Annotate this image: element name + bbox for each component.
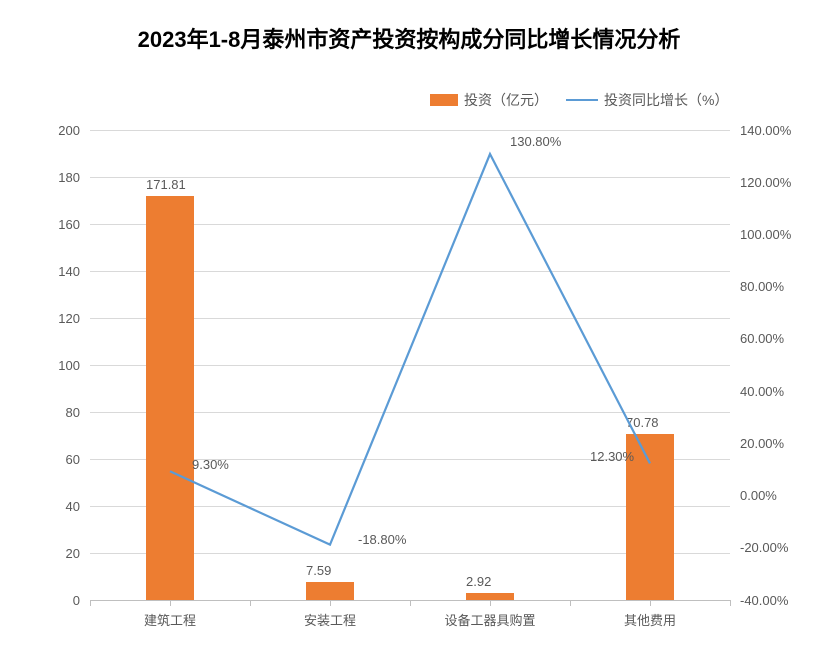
x-tick-mark [410, 600, 411, 606]
x-category-label: 设备工器具购置 [444, 610, 535, 629]
y-right-tick-label: 20.00% [740, 436, 784, 451]
line-path [170, 154, 650, 545]
y-right-tick-label: -40.00% [740, 593, 788, 608]
legend-swatch-bar [430, 94, 458, 106]
line-value-label: 130.80% [510, 134, 561, 149]
y-left-tick-label: 40 [0, 499, 80, 514]
chart-title: 2023年1-8月泰州市资产投资按构成分同比增长情况分析 [0, 22, 818, 54]
chart-container: 2023年1-8月泰州市资产投资按构成分同比增长情况分析 投资（亿元） 投资同比增… [0, 0, 818, 649]
line-value-label: 12.30% [590, 449, 634, 464]
y-right-tick-label: 40.00% [740, 384, 784, 399]
y-left-tick-label: 200 [0, 123, 80, 138]
legend-label: 投资同比增长（%） [604, 90, 728, 110]
x-tick-mark [330, 600, 331, 606]
y-right-tick-label: 80.00% [740, 279, 784, 294]
legend-item-bar: 投资（亿元） [430, 90, 548, 110]
line-value-label: 9.30% [192, 457, 229, 472]
x-tick-mark [250, 600, 251, 606]
y-left-tick-label: 60 [0, 452, 80, 467]
y-right-tick-label: 0.00% [740, 488, 777, 503]
x-tick-mark [170, 600, 171, 606]
legend-label: 投资（亿元） [464, 90, 548, 110]
y-left-tick-label: 100 [0, 358, 80, 373]
y-right-tick-label: 60.00% [740, 331, 784, 346]
legend-item-line: 投资同比增长（%） [566, 90, 728, 110]
line-value-label: -18.80% [358, 532, 406, 547]
x-tick-mark [650, 600, 651, 606]
y-left-tick-label: 120 [0, 311, 80, 326]
y-right-tick-label: 100.00% [740, 227, 791, 242]
y-left-tick-label: 80 [0, 405, 80, 420]
x-category-label: 其他费用 [624, 610, 676, 629]
x-category-label: 安装工程 [304, 610, 356, 629]
y-left-tick-label: 160 [0, 217, 80, 232]
x-tick-mark [570, 600, 571, 606]
y-right-tick-label: 140.00% [740, 123, 791, 138]
y-right-tick-label: 120.00% [740, 175, 791, 190]
line-series [90, 130, 730, 600]
y-left-tick-label: 140 [0, 264, 80, 279]
x-tick-mark [90, 600, 91, 606]
plot-area: 020406080100120140160180200-40.00%-20.00… [90, 130, 730, 600]
y-left-tick-label: 20 [0, 546, 80, 561]
x-tick-mark [730, 600, 731, 606]
y-left-tick-label: 0 [0, 593, 80, 608]
y-left-tick-label: 180 [0, 170, 80, 185]
y-right-tick-label: -20.00% [740, 540, 788, 555]
legend: 投资（亿元） 投资同比增长（%） [430, 90, 728, 110]
x-category-label: 建筑工程 [144, 610, 196, 629]
x-tick-mark [490, 600, 491, 606]
legend-swatch-line [566, 99, 598, 101]
